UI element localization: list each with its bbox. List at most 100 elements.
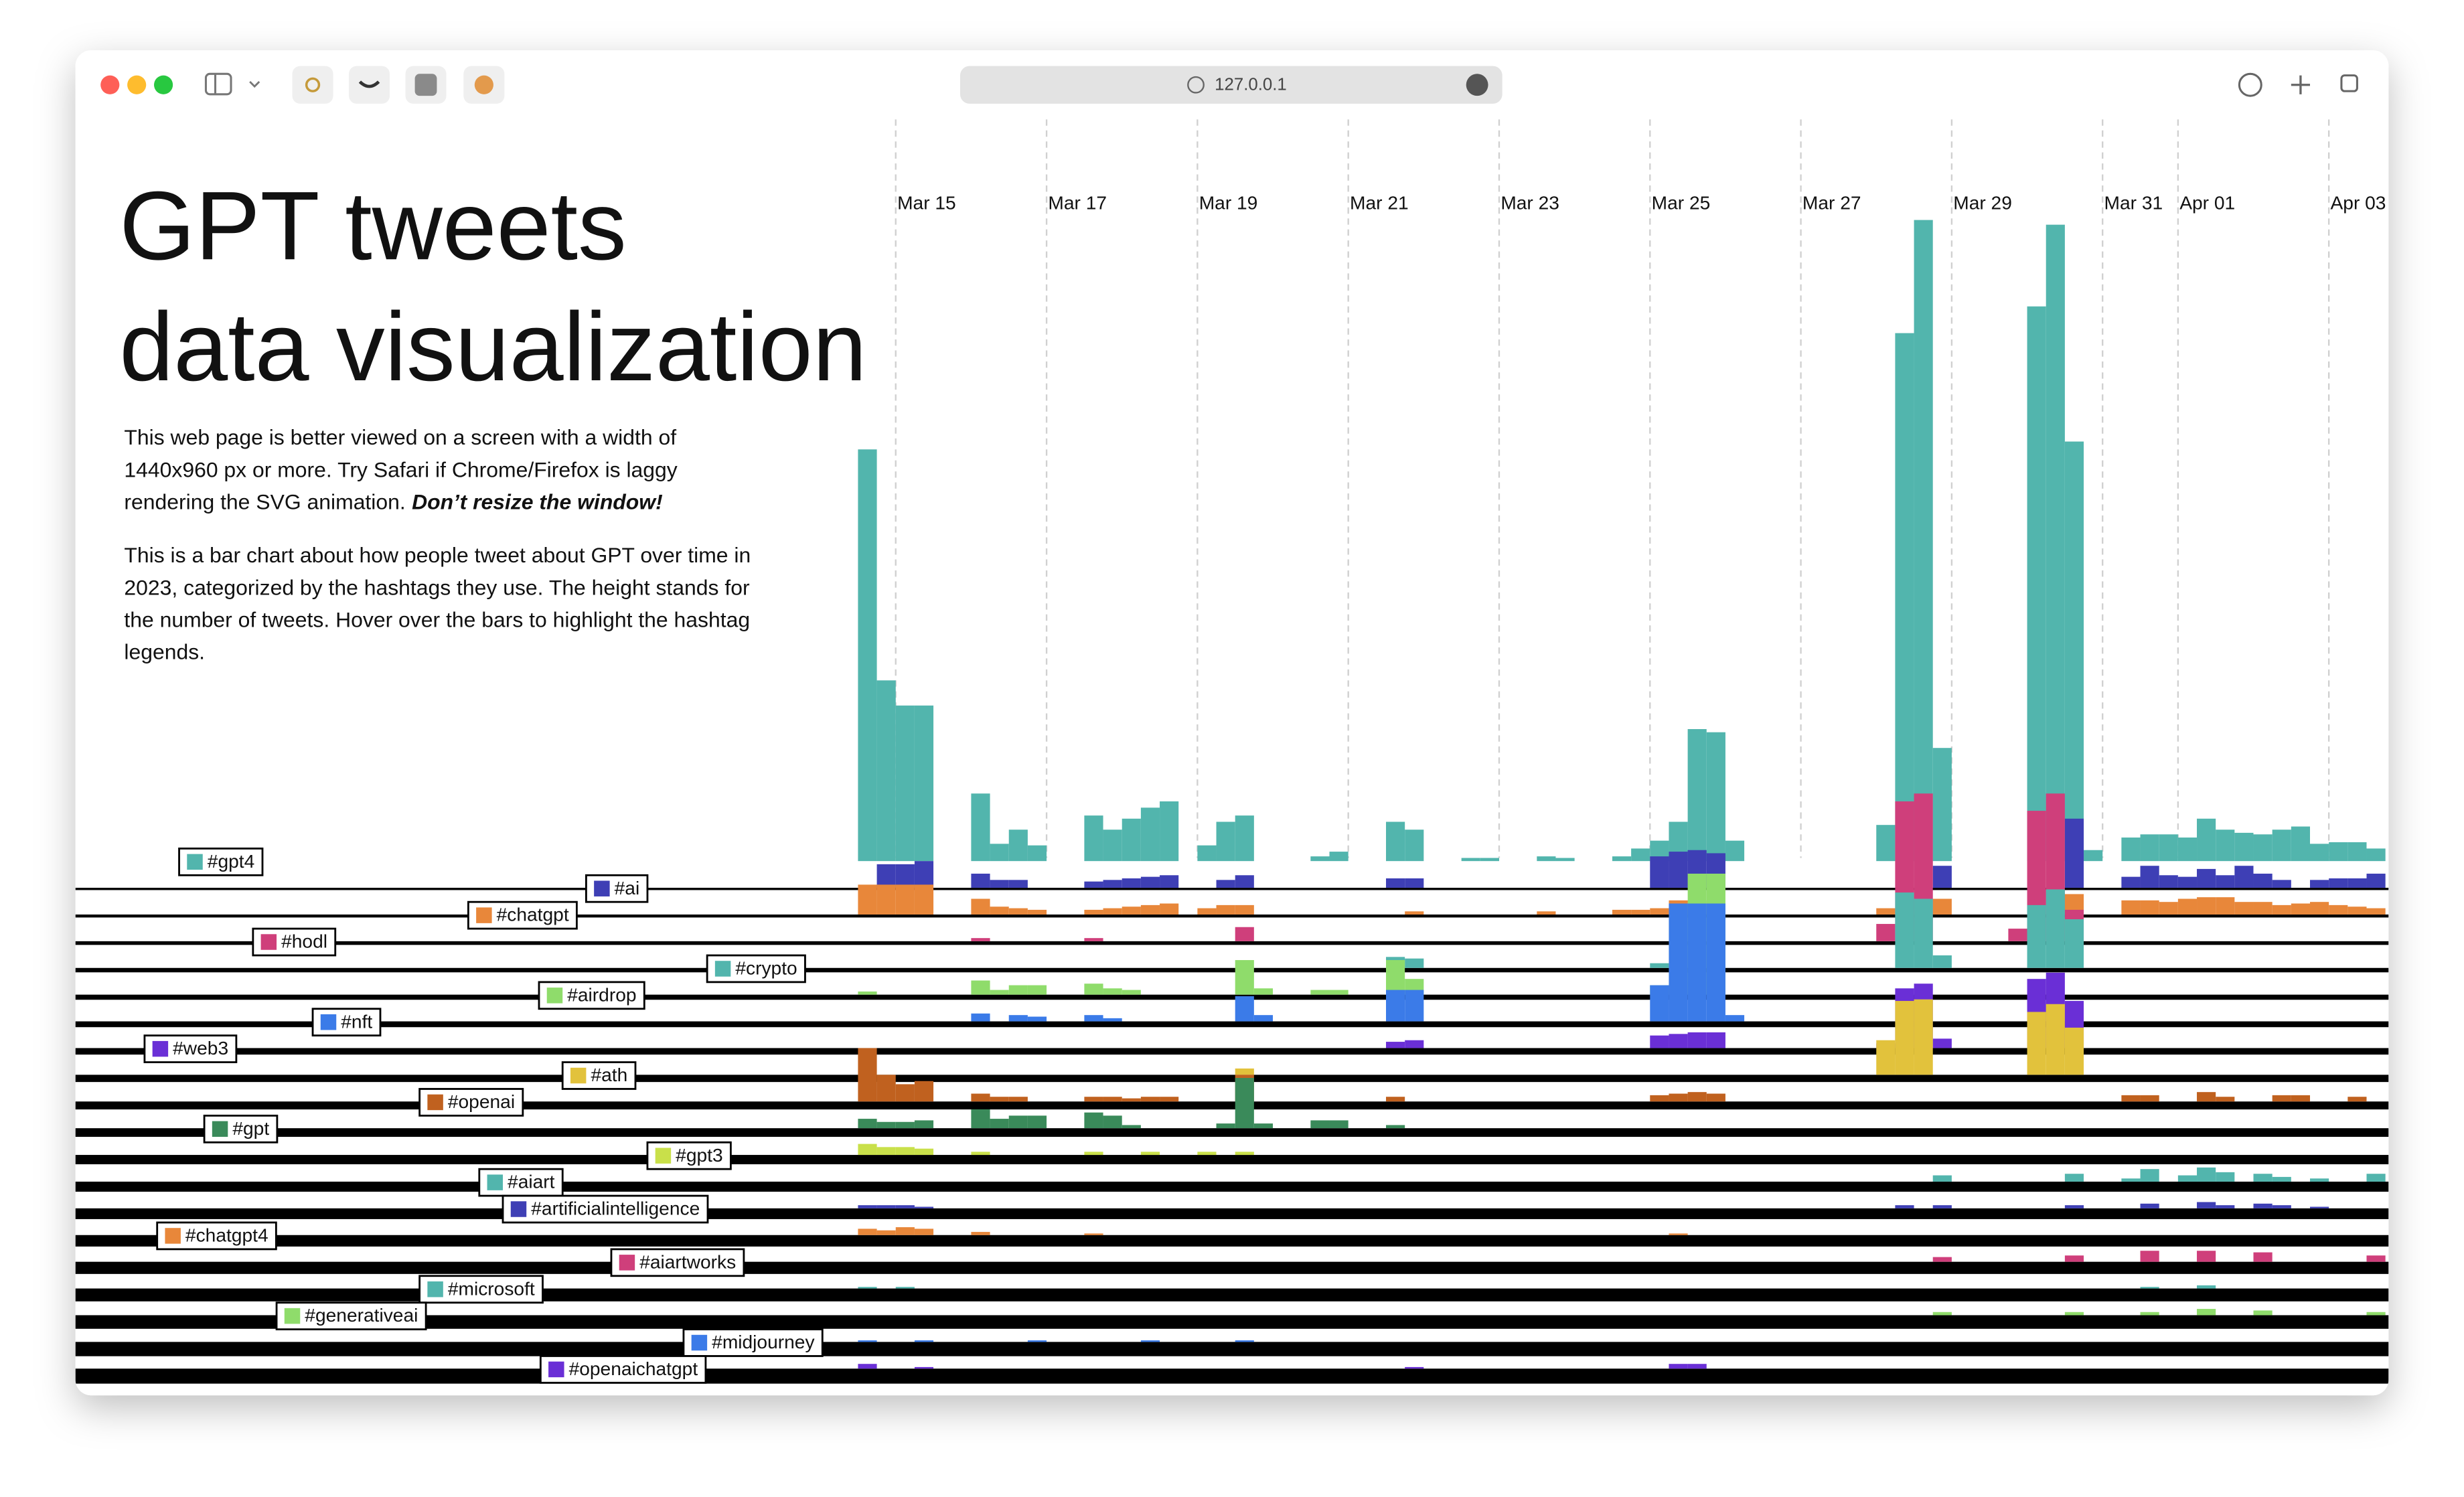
bar [1386, 1097, 1405, 1102]
minimize-button[interactable] [127, 75, 147, 94]
x-tick-label: Mar 31 [2104, 193, 2163, 214]
bar [876, 1147, 896, 1156]
bar [971, 1109, 990, 1129]
legend-label: #airdrop [567, 984, 636, 1005]
bar [1235, 1078, 1254, 1129]
extension-glyph [414, 74, 437, 96]
legend-label: #openai [448, 1091, 515, 1112]
paragraph-line: the number of tweets. Hover over the bar… [124, 607, 750, 631]
paragraph-emphasis: Don’t resize the window! [412, 489, 663, 514]
bar [1122, 907, 1141, 915]
bar [1084, 881, 1103, 888]
bar [2159, 902, 2178, 915]
bar [1932, 1205, 1952, 1208]
legend-box [275, 1302, 427, 1330]
row-stripe [75, 1181, 2389, 1192]
paragraph-text: This web page is better viewed on a scre… [124, 425, 676, 449]
bar [1631, 909, 1650, 915]
bar [1160, 1097, 1179, 1102]
row-stripe [75, 914, 2389, 918]
legend-box [646, 1141, 732, 1170]
bar [1650, 985, 1669, 1022]
bar [1405, 1366, 1424, 1369]
bar [2140, 866, 2159, 888]
close-button[interactable] [100, 75, 120, 94]
bar [1932, 898, 1952, 915]
bar [2347, 878, 2367, 888]
bar [1216, 880, 1235, 888]
bar [1537, 911, 1556, 915]
bar [1027, 845, 1047, 862]
bar [914, 1081, 934, 1102]
bar [1914, 999, 1933, 1075]
bar [2177, 1175, 2198, 1182]
bar [2216, 897, 2235, 915]
legend-swatch [714, 961, 731, 977]
bar [2121, 1178, 2141, 1182]
bar [1612, 856, 1632, 862]
sidebar-button[interactable] [204, 72, 260, 96]
bar [1914, 898, 1933, 968]
zoom-button[interactable] [154, 75, 173, 94]
bar [1235, 996, 1254, 1022]
bar [2140, 834, 2159, 862]
bar [2140, 1203, 2159, 1208]
bar [1329, 990, 1349, 995]
bar [2310, 844, 2329, 862]
bar [2272, 1095, 2291, 1102]
extension-icon[interactable] [292, 66, 333, 104]
legend-label: #aiart [508, 1172, 555, 1192]
bar [858, 1229, 877, 1235]
bar [895, 1121, 915, 1129]
row-stripe [75, 1315, 2389, 1329]
row-stripe [75, 1261, 2389, 1274]
legend-swatch [187, 854, 203, 870]
bar [1537, 856, 1556, 862]
bar [1310, 856, 1330, 862]
bar [2234, 866, 2254, 888]
legend-label: #aiartworks [639, 1251, 736, 1272]
bar [2177, 898, 2198, 915]
bar [2046, 224, 2065, 862]
bar [2310, 902, 2329, 915]
bar [1386, 821, 1405, 862]
tab-overview-button[interactable] [2340, 74, 2358, 92]
page-menu-button[interactable] [1466, 74, 1488, 96]
bar [971, 1093, 990, 1102]
extension-glyph [474, 75, 493, 94]
bar [2064, 1255, 2084, 1262]
legend-swatch [427, 1281, 443, 1297]
bar [1650, 1035, 1669, 1048]
address-bar[interactable] [959, 66, 1503, 104]
bar [2234, 902, 2254, 915]
bar [2084, 850, 2103, 862]
bar [1216, 904, 1235, 915]
bar [2366, 873, 2386, 888]
bar [1197, 908, 1217, 915]
bar [990, 844, 1009, 862]
x-tick-label: Mar 29 [1953, 193, 2012, 214]
bar [1480, 858, 1499, 862]
paragraph-text: 1440x960 px or more. Try Safari if Chrom… [124, 457, 677, 481]
bar [1084, 909, 1103, 915]
downloads-button[interactable] [2238, 72, 2262, 97]
bar [2140, 1287, 2159, 1289]
bar [2272, 1176, 2291, 1182]
legend-label: #generativeai [305, 1305, 418, 1326]
bar [1405, 911, 1424, 915]
bar [2253, 1203, 2273, 1208]
bar [2347, 907, 2367, 915]
bar [1235, 815, 1254, 862]
bar [876, 1075, 896, 1102]
legend-label: #gpt3 [676, 1145, 722, 1166]
bar [895, 1084, 915, 1102]
bar [1216, 821, 1235, 862]
bar [1669, 903, 1688, 1022]
paragraph-line: This is a bar chart about how people twe… [124, 543, 751, 567]
bar [1084, 1015, 1103, 1022]
bar [1027, 1115, 1047, 1129]
new-tab-button[interactable] [2291, 75, 2311, 94]
bar [971, 1232, 990, 1235]
bar [1405, 878, 1424, 888]
